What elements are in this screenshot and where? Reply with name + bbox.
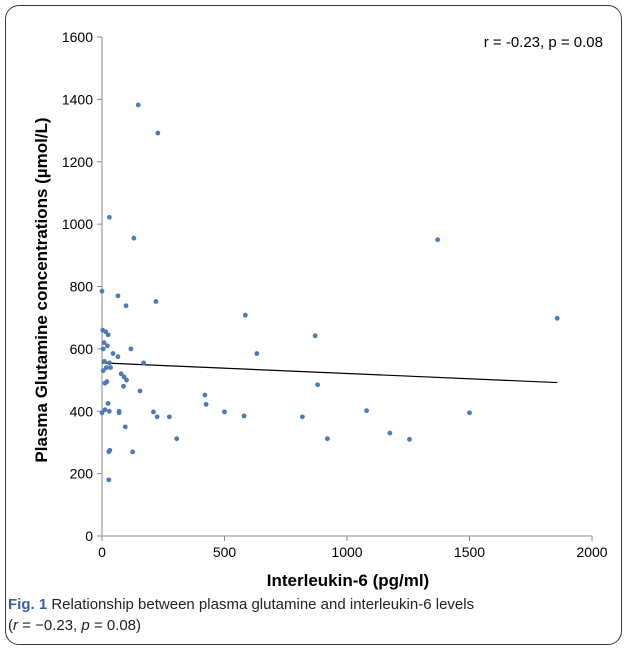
data-point bbox=[151, 409, 156, 415]
data-point bbox=[122, 424, 128, 430]
data-points bbox=[99, 102, 560, 483]
caption-r-symbol: r bbox=[13, 617, 18, 634]
x-tick-label: 500 bbox=[213, 544, 237, 560]
data-point bbox=[106, 360, 112, 366]
axes bbox=[101, 37, 592, 537]
y-tick-label: 1600 bbox=[62, 29, 93, 45]
x-axis-label: Interleukin-6 (pg/ml) bbox=[267, 571, 429, 590]
caption-p-value: = 0.08) bbox=[89, 617, 142, 634]
x-tick-label: 1500 bbox=[454, 544, 485, 560]
data-point bbox=[121, 383, 126, 389]
y-tick-label: 0 bbox=[85, 528, 93, 544]
data-point bbox=[104, 379, 110, 385]
data-point bbox=[110, 351, 116, 356]
caption-label: Fig. 1 bbox=[8, 596, 48, 613]
data-point bbox=[101, 340, 107, 346]
data-point bbox=[137, 388, 143, 394]
scatter-chart: 0 200 400 600 800 1000 1200 1400 1600 0 500 1000 15… bbox=[32, 29, 608, 590]
y-tick-label: 400 bbox=[70, 403, 94, 419]
data-point bbox=[241, 413, 247, 419]
data-point bbox=[102, 358, 107, 364]
data-point bbox=[135, 102, 141, 108]
data-point bbox=[123, 303, 129, 309]
data-point bbox=[203, 401, 209, 407]
data-point bbox=[364, 408, 369, 414]
data-point bbox=[104, 343, 110, 349]
data-point bbox=[100, 368, 106, 374]
data-point bbox=[99, 288, 105, 294]
data-point bbox=[387, 430, 393, 436]
data-point bbox=[124, 377, 129, 383]
data-point bbox=[99, 410, 105, 416]
y-tick-label: 1400 bbox=[62, 91, 93, 107]
data-point bbox=[106, 214, 112, 220]
data-point bbox=[166, 414, 172, 420]
data-point bbox=[104, 365, 109, 370]
data-point bbox=[315, 382, 320, 388]
data-point bbox=[116, 410, 122, 416]
data-point bbox=[130, 449, 136, 455]
data-point bbox=[254, 351, 260, 356]
data-point bbox=[115, 293, 121, 299]
data-point bbox=[128, 346, 134, 352]
data-point bbox=[108, 365, 113, 370]
data-point bbox=[174, 436, 180, 442]
data-point bbox=[435, 237, 441, 243]
caption-r-value: = −0.23, bbox=[18, 617, 82, 634]
data-point bbox=[131, 235, 137, 241]
x-tick-labels: 0 500 1000 1500 2000 bbox=[98, 536, 608, 560]
data-point bbox=[105, 332, 111, 338]
y-tick-label: 800 bbox=[70, 279, 94, 295]
figure-frame bbox=[5, 5, 622, 645]
data-point bbox=[202, 392, 208, 398]
data-point bbox=[467, 410, 472, 416]
data-point bbox=[106, 408, 112, 414]
caption-text: Relationship between plasma glutamine an… bbox=[47, 596, 475, 613]
y-tick-label: 1000 bbox=[62, 216, 93, 232]
y-tick-labels: 0 200 400 600 800 1000 1200 1400 1600 bbox=[62, 29, 102, 544]
y-tick-label: 600 bbox=[70, 341, 94, 357]
figure-caption: Fig. 1 Relationship between plasma gluta… bbox=[8, 594, 613, 636]
data-point bbox=[115, 354, 121, 360]
data-point bbox=[155, 130, 161, 136]
data-point bbox=[141, 360, 147, 366]
data-point bbox=[105, 401, 111, 406]
y-tick-label: 1200 bbox=[62, 154, 93, 170]
x-tick-label: 0 bbox=[98, 544, 106, 560]
y-axis-label: Plasma Glutamine concentrations (µmol/L) bbox=[32, 117, 51, 462]
data-point bbox=[300, 414, 305, 420]
data-point bbox=[554, 315, 560, 321]
data-point bbox=[242, 312, 248, 318]
data-point bbox=[118, 371, 124, 377]
data-point bbox=[325, 436, 330, 442]
data-point bbox=[106, 477, 112, 483]
data-point bbox=[100, 346, 106, 352]
caption-p-symbol: p bbox=[81, 617, 90, 634]
x-tick-label: 2000 bbox=[576, 544, 607, 560]
data-point bbox=[154, 414, 160, 420]
data-point bbox=[312, 333, 318, 339]
x-tick-label: 1000 bbox=[331, 544, 362, 560]
data-point bbox=[153, 299, 159, 304]
trend-line bbox=[101, 362, 558, 384]
y-tick-label: 200 bbox=[70, 466, 94, 482]
data-point bbox=[407, 436, 412, 442]
data-point bbox=[107, 447, 113, 453]
chart-annotation: r = -0.23, p = 0.08 bbox=[484, 34, 603, 51]
data-point bbox=[222, 409, 227, 415]
data-point bbox=[102, 407, 108, 413]
caption-paren: ( bbox=[8, 617, 13, 634]
